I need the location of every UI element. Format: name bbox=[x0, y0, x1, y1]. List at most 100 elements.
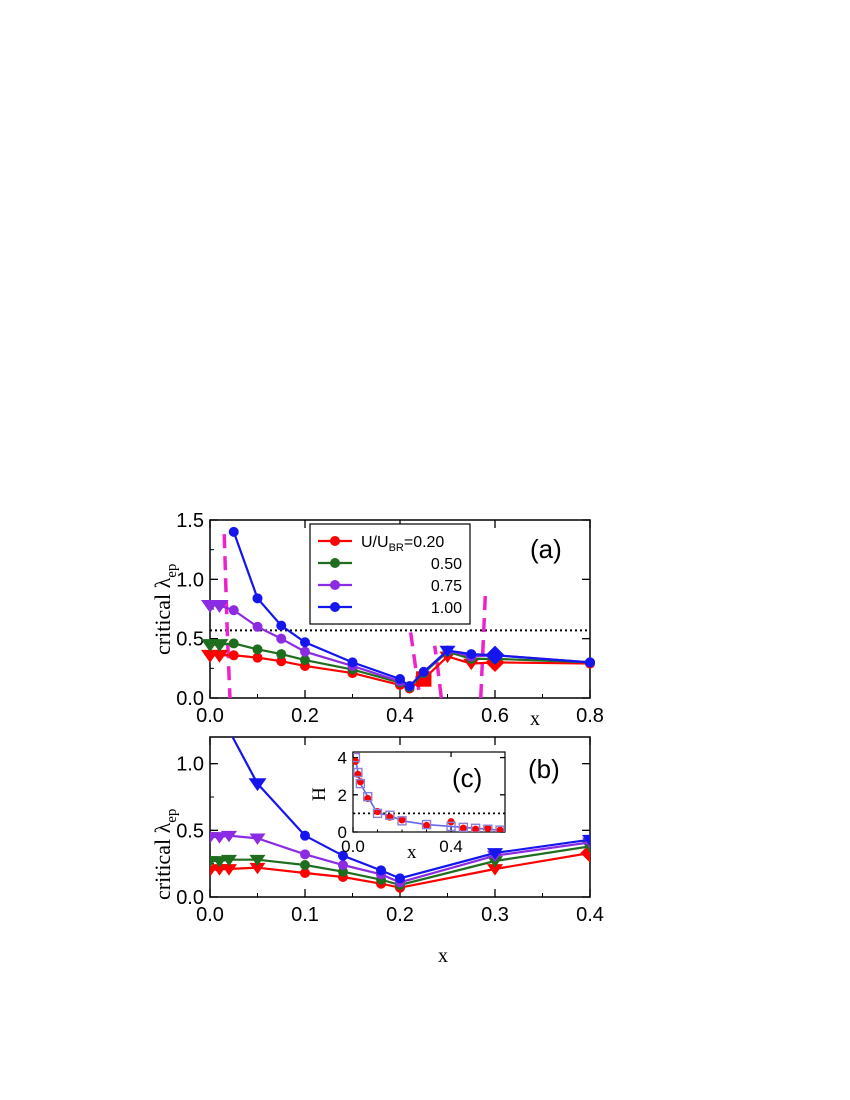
data-point bbox=[300, 868, 310, 878]
x-tick-label: 0.0 bbox=[196, 904, 224, 926]
inset-data-point-square bbox=[495, 825, 505, 832]
x-tick-label: 0.2 bbox=[386, 904, 414, 926]
data-point bbox=[228, 638, 239, 649]
x-tick-label: 0.8 bbox=[576, 705, 604, 727]
inset-data-point-square bbox=[397, 816, 407, 826]
y-tick-label: 4 bbox=[338, 749, 347, 768]
data-point bbox=[221, 864, 237, 876]
data-point bbox=[276, 620, 287, 631]
data-point bbox=[248, 778, 267, 792]
data-point bbox=[376, 865, 386, 876]
data-point bbox=[487, 848, 503, 860]
magenta-boundary-curve-3 bbox=[432, 645, 444, 698]
panel-c-inset: 0.0 0.4 0 2 4 (c) x H bbox=[309, 749, 506, 863]
inset-data-point-circle bbox=[471, 825, 480, 832]
y-tick-label: 0.0 bbox=[176, 688, 204, 710]
x-tick-label: 0.4 bbox=[386, 705, 414, 727]
data-point bbox=[252, 593, 263, 604]
y-tick-label: 1.0 bbox=[176, 754, 204, 776]
data-point bbox=[487, 864, 503, 876]
panel-a-ylabel-sub: ep bbox=[164, 564, 180, 578]
legend-label-suffix: =0.20 bbox=[404, 534, 445, 551]
data-point bbox=[249, 854, 266, 867]
panel-b-label: (b) bbox=[528, 754, 560, 784]
data-point bbox=[300, 849, 310, 860]
data-point bbox=[300, 637, 310, 648]
panel-c-series bbox=[353, 752, 505, 832]
y-tick-label: 1.0 bbox=[176, 569, 204, 591]
x-tick-label: 0.1 bbox=[291, 904, 319, 926]
data-point bbox=[228, 650, 239, 661]
inset-data-point-square bbox=[421, 819, 432, 830]
inset-data-point-square bbox=[372, 808, 383, 819]
inset-data-point-square bbox=[353, 767, 363, 778]
inset-data-point-circle bbox=[422, 821, 431, 830]
data-point bbox=[249, 862, 266, 875]
magenta-boundary-curve-4 bbox=[479, 591, 488, 698]
inset-data-point-circle bbox=[496, 826, 504, 832]
data-point bbox=[210, 599, 229, 613]
legend-swatch-marker bbox=[330, 602, 340, 612]
data-point bbox=[418, 666, 429, 677]
x-tick-label: 0.0 bbox=[196, 705, 224, 727]
inset-data-point-square bbox=[355, 778, 366, 789]
data-point bbox=[404, 681, 415, 692]
panel-c-ticks: 0.0 0.4 0 2 4 bbox=[338, 749, 505, 856]
legend-swatch-marker bbox=[330, 580, 340, 590]
data-point bbox=[485, 645, 505, 665]
x-tick-label: 0.0 bbox=[341, 837, 365, 856]
panel-b: 0.0 0.1 0.2 0.3 0.4 0.0 0.5 1.0 (b) x critical … bbox=[150, 736, 604, 967]
panel-b-ticks: 0.0 0.1 0.2 0.3 0.4 0.0 0.5 1.0 bbox=[176, 737, 604, 926]
inset-data-point-circle bbox=[459, 824, 467, 832]
legend-label-sub: BR bbox=[389, 542, 404, 554]
inset-data-point-square bbox=[470, 823, 481, 832]
data-point bbox=[210, 649, 229, 663]
inset-data-point-circle bbox=[398, 816, 406, 824]
data-point bbox=[395, 873, 405, 884]
data-point bbox=[338, 860, 348, 870]
y-tick-label: 1.5 bbox=[176, 510, 204, 532]
panel-a: 0.0 0.2 0.4 0.6 0.8 0.0 0.5 1.0 1.5 (a) x critic… bbox=[150, 510, 604, 730]
panel-a-series bbox=[201, 526, 595, 694]
data-point bbox=[300, 655, 310, 666]
data-point bbox=[210, 639, 229, 653]
data-point bbox=[276, 633, 287, 644]
data-point bbox=[249, 833, 266, 845]
inset-data-point-square bbox=[353, 752, 361, 763]
data-point bbox=[439, 645, 456, 658]
legend-label: U/UBR=0.20 bbox=[361, 534, 444, 554]
series-line-1 bbox=[210, 851, 590, 889]
series-line-4 bbox=[231, 737, 590, 880]
data-point bbox=[228, 605, 239, 616]
panel-c-frame bbox=[352, 751, 506, 833]
inset-data-point-square bbox=[446, 821, 456, 832]
data-point bbox=[221, 830, 237, 843]
data-point bbox=[300, 830, 310, 841]
legend-label: 0.75 bbox=[431, 578, 462, 595]
data-point bbox=[395, 674, 405, 685]
inset-data-point-square bbox=[458, 822, 469, 832]
panel-b-xlabel: x bbox=[438, 945, 448, 967]
panel-b-ylabel-main: critical λ bbox=[150, 822, 175, 900]
inset-data-point-square bbox=[363, 791, 373, 802]
x-tick-label: 0.2 bbox=[291, 705, 319, 727]
legend-items: U/UBR=0.20 0.50 0.75 1.00 bbox=[318, 534, 462, 617]
y-tick-label: 0 bbox=[338, 823, 347, 842]
panel-c-ylabel: H bbox=[309, 787, 330, 801]
data-point bbox=[338, 850, 348, 861]
legend-swatch-marker bbox=[330, 558, 340, 568]
legend: U/UBR=0.20 0.50 0.75 1.00 bbox=[309, 523, 471, 625]
magenta-boundary-curve-1 bbox=[222, 534, 232, 698]
data-point bbox=[276, 656, 287, 667]
data-point bbox=[582, 834, 590, 847]
panel-a-ylabel-main: critical λ bbox=[150, 577, 175, 655]
panel-a-ticks: 0.0 0.2 0.4 0.6 0.8 0.0 0.5 1.0 1.5 bbox=[176, 510, 604, 727]
data-point bbox=[276, 649, 287, 660]
data-point bbox=[347, 657, 358, 668]
data-point bbox=[228, 526, 239, 537]
panel-c-xlabel: x bbox=[407, 842, 417, 863]
data-point bbox=[211, 832, 228, 844]
legend-label: 0.50 bbox=[431, 556, 462, 573]
legend-label: 1.00 bbox=[431, 600, 462, 617]
data-point bbox=[252, 652, 263, 663]
